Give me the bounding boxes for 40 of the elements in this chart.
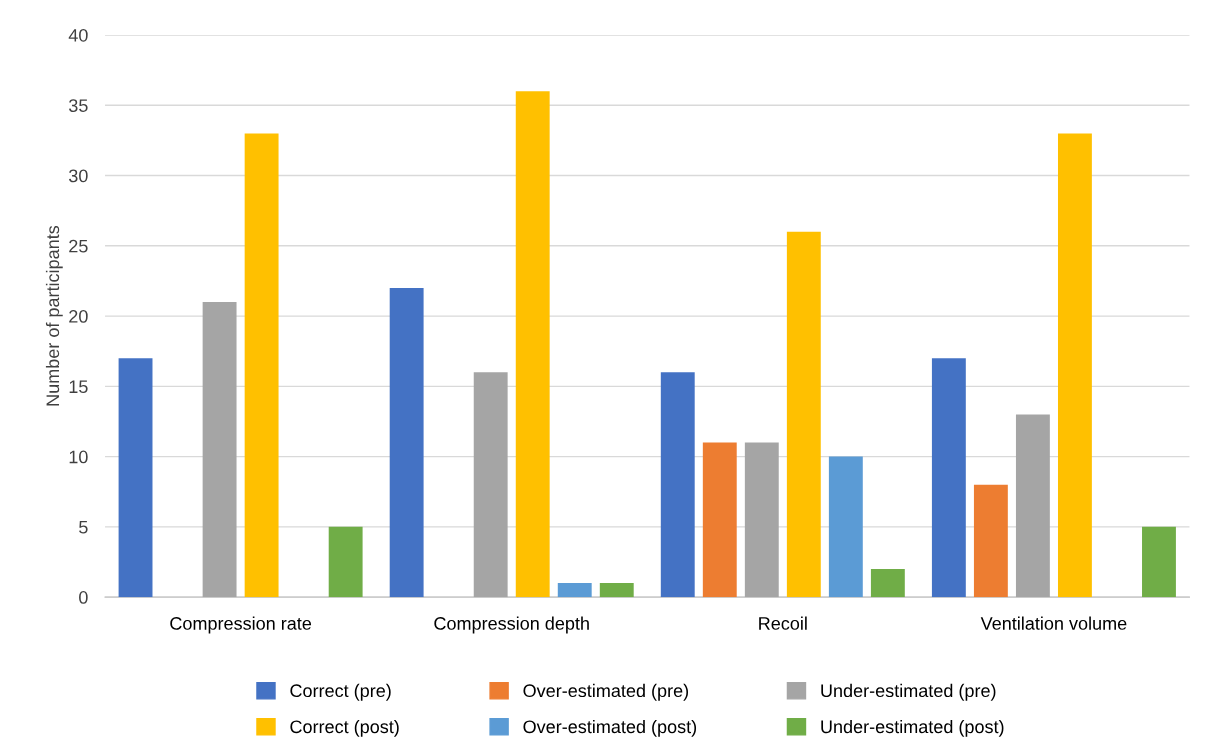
y-tick-label: 40	[68, 28, 88, 42]
y-tick-label: 25	[69, 239, 88, 253]
bar	[1142, 526, 1176, 598]
legend-label: Under-estimated (post)	[821, 719, 1004, 737]
bar	[702, 442, 737, 598]
bar	[202, 302, 237, 598]
y-axis-title: Number of participants	[45, 225, 63, 406]
legend-label: Under-estimated (pre)	[821, 683, 996, 701]
bar	[786, 231, 821, 598]
x-tick-label: Compression rate	[170, 616, 312, 634]
legend-label: Correct (post)	[290, 719, 399, 737]
x-tick-label: Recoil	[759, 616, 807, 630]
y-tick-label: 0	[79, 591, 88, 604]
bar	[828, 456, 863, 598]
bar	[515, 91, 550, 598]
legend-label: Correct (pre)	[290, 683, 391, 701]
bar	[660, 372, 695, 598]
legend-label: Over-estimated (pre)	[523, 683, 689, 701]
bar	[473, 372, 508, 598]
y-tick-label: 30	[68, 169, 88, 183]
bar	[973, 484, 1008, 598]
bar	[599, 583, 634, 598]
y-tick-label: 10	[69, 450, 88, 464]
bar	[389, 287, 424, 598]
x-tick-label: Compression depth	[434, 616, 589, 634]
legend-label: Over-estimated (post)	[523, 719, 697, 737]
bar	[931, 358, 966, 598]
bar	[1057, 133, 1092, 598]
x-tick-label: Ventilation volume	[980, 616, 1127, 630]
bar	[557, 583, 592, 598]
bar	[1015, 414, 1050, 598]
bar	[744, 442, 779, 598]
y-tick-label: 20	[69, 310, 88, 323]
bar	[244, 133, 279, 598]
bar	[118, 358, 153, 598]
y-tick-label: 35	[68, 99, 88, 112]
bar	[328, 526, 363, 598]
y-tick-label: 5	[79, 520, 88, 534]
y-tick-label: 15	[69, 380, 88, 394]
bar	[870, 569, 905, 598]
